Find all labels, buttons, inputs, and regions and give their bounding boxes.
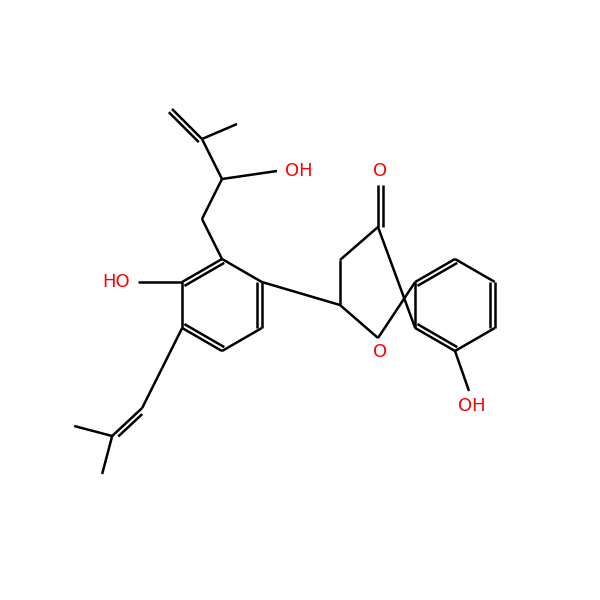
Text: OH: OH <box>285 162 313 180</box>
Text: O: O <box>373 343 387 361</box>
Text: OH: OH <box>458 397 486 415</box>
Text: HO: HO <box>103 273 130 291</box>
Text: O: O <box>373 162 387 180</box>
